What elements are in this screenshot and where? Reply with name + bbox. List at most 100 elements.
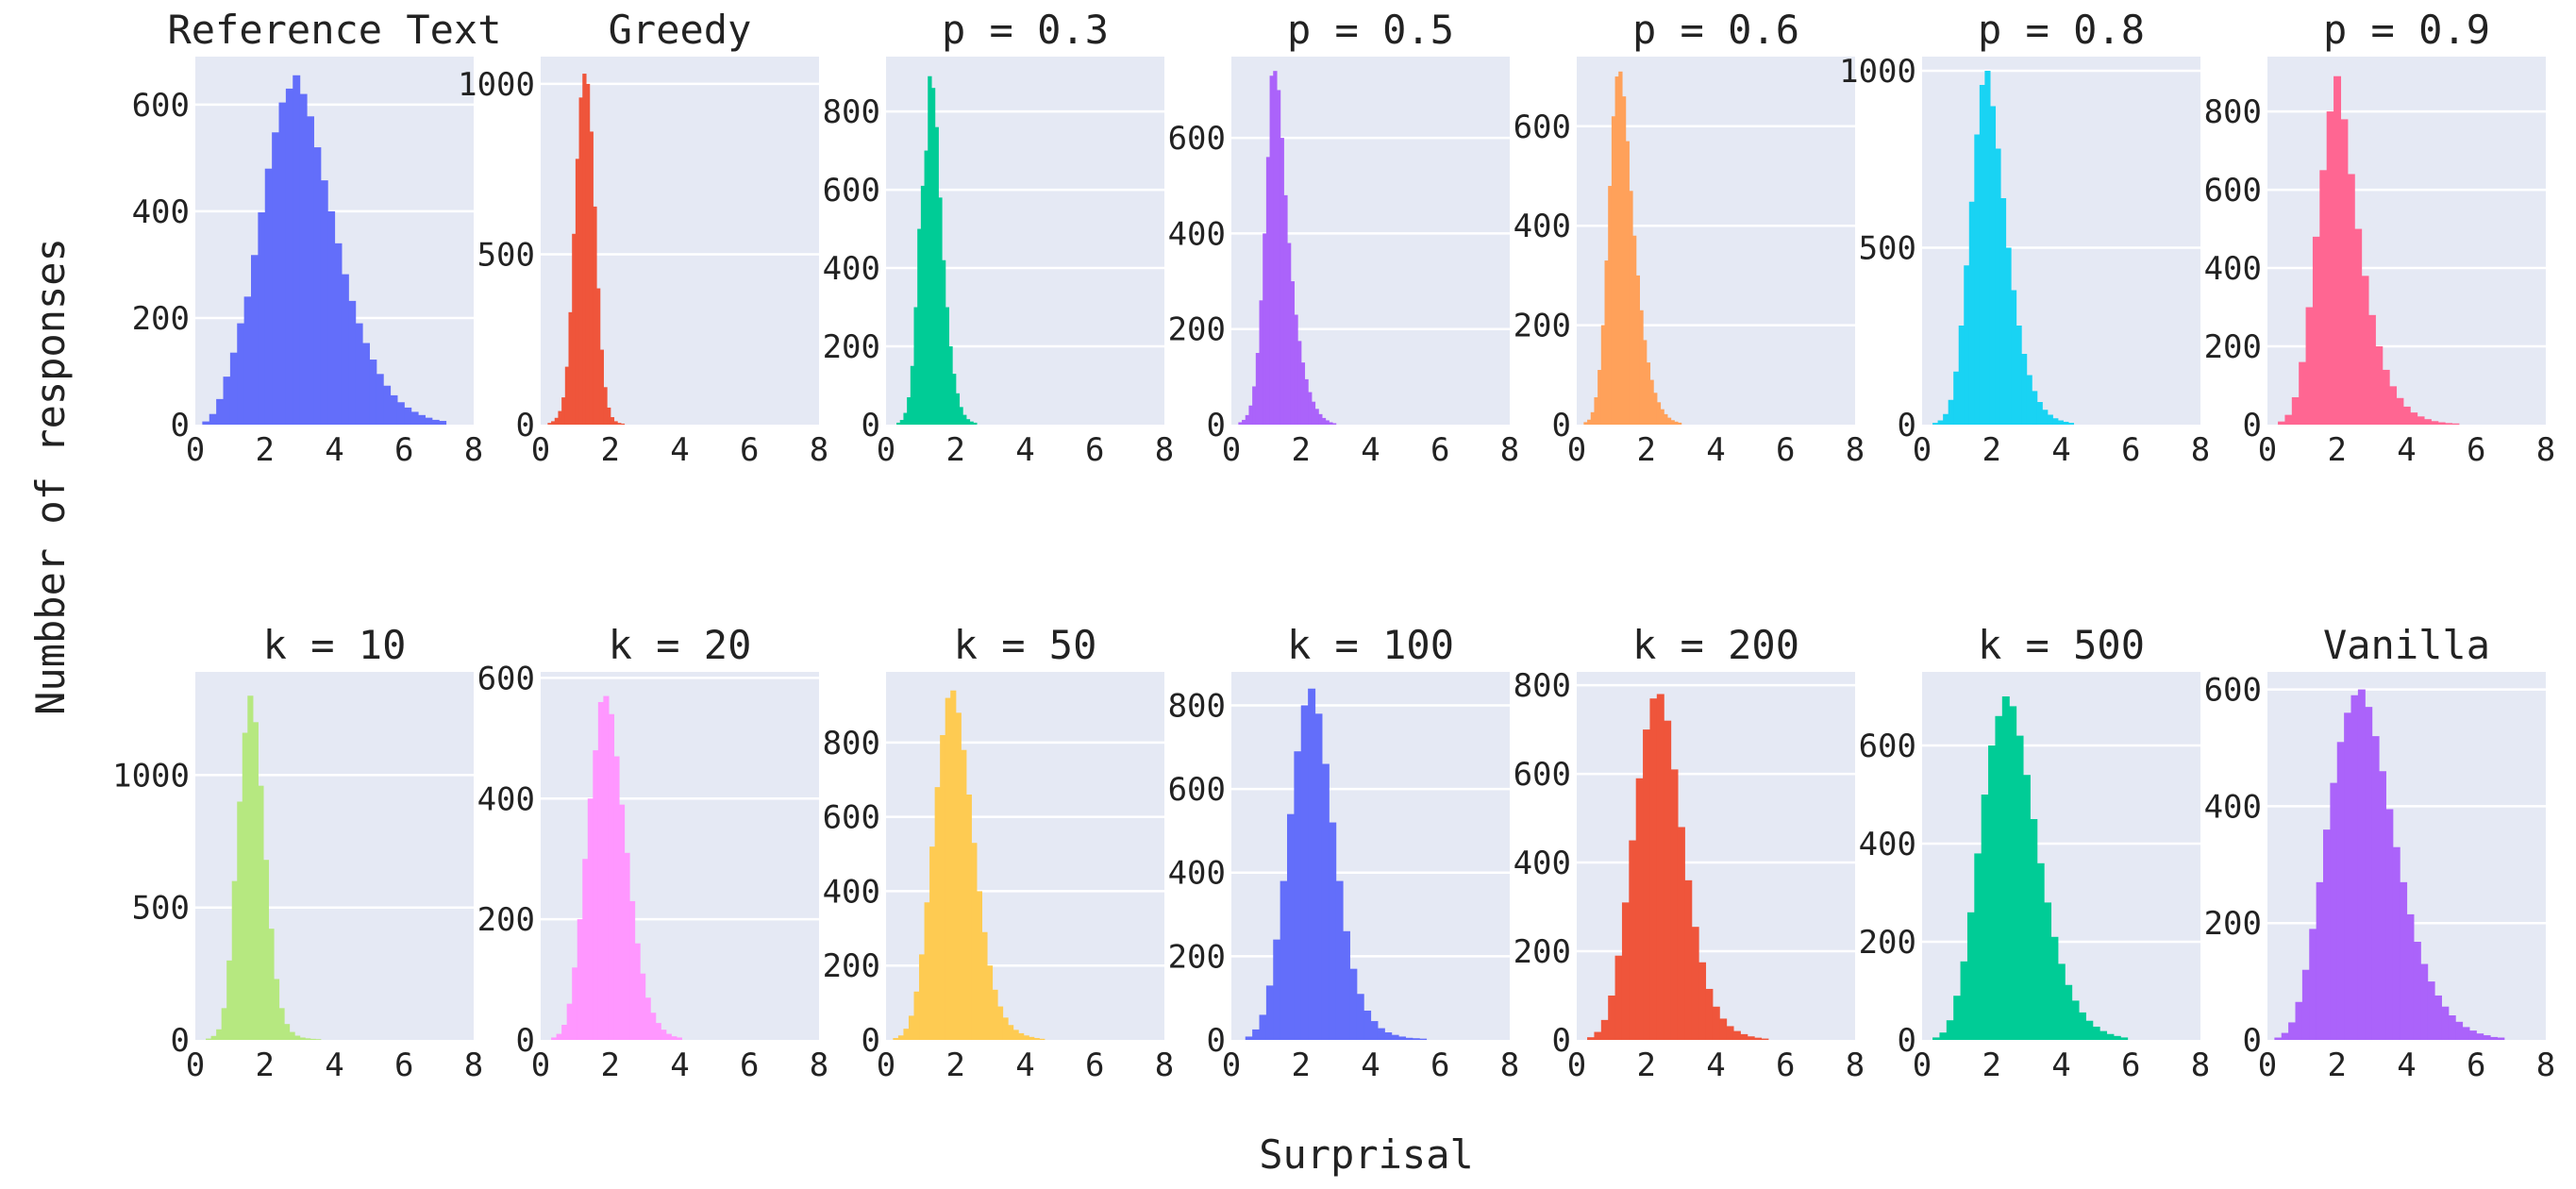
y-tick-label: 600 [1168, 771, 1226, 809]
histogram-bar [1621, 902, 1630, 1040]
histogram-bar [2032, 391, 2038, 426]
y-tick-label: 600 [823, 799, 880, 837]
x-tick-label: 2 [601, 431, 620, 469]
x-tick-label: 2 [1982, 1047, 2001, 1084]
y-tick-label: 0 [516, 407, 535, 444]
histogram-bar [2330, 782, 2338, 1040]
histogram-bar [334, 243, 343, 425]
x-tick-label: 6 [2121, 431, 2140, 469]
histogram-bar [617, 423, 622, 425]
histogram-bar [1363, 1010, 1372, 1040]
histogram-bar [1946, 1020, 1954, 1040]
x-tick-label: 8 [2191, 431, 2210, 469]
x-tick-label: 4 [2051, 431, 2070, 469]
x-tick-label: 4 [1361, 431, 1380, 469]
histogram-bar [603, 695, 610, 1040]
histogram-bar [2344, 712, 2352, 1040]
histogram-bar [556, 1033, 562, 1040]
histogram-bar [1646, 362, 1651, 425]
histogram-bar [976, 891, 983, 1040]
histogram-bar [644, 997, 651, 1040]
histogram-bar [2323, 829, 2331, 1040]
y-tick-label: 400 [1168, 855, 1226, 893]
histogram-bar [425, 417, 433, 425]
panel-title: p = 0.6 [1632, 7, 1799, 53]
histogram-bar [247, 695, 254, 1040]
histogram-bar [2299, 361, 2307, 425]
histogram-bar [278, 1008, 285, 1040]
histogram-bar [1974, 853, 1982, 1040]
x-tick-label: 6 [1776, 1047, 1795, 1084]
histogram-bar [950, 690, 957, 1040]
histogram-bar [587, 798, 594, 1040]
histogram-bar [2406, 913, 2415, 1040]
histogram-bar [396, 402, 405, 425]
histogram-bar [1419, 1038, 1428, 1040]
histogram-bar [955, 712, 962, 1040]
x-tick-label: 8 [1846, 1047, 1865, 1084]
histogram-bar [578, 97, 583, 425]
histogram-bar [2057, 420, 2064, 425]
histogram-bar [2396, 397, 2404, 425]
histogram-bar [2357, 689, 2366, 1040]
histogram-bar [1653, 393, 1658, 425]
histogram-panel-7: 0 200 400 600 800 0 2 4 6 8 p = 0.9 [2204, 7, 2556, 469]
histogram-bar [2021, 354, 2028, 425]
histogram-bar [2402, 406, 2411, 425]
histogram-bar [969, 421, 974, 425]
histogram-panel-2: 0 500 1000 0 2 4 6 8 Greedy [458, 7, 828, 469]
x-tick-label: 0 [186, 431, 205, 469]
histogram-bar [2375, 346, 2384, 425]
histogram-bar [2434, 995, 2442, 1040]
histogram-panel-5: 0 200 400 600 0 2 4 6 8 p = 0.6 [1514, 7, 1865, 469]
histogram-bar [2385, 809, 2394, 1040]
y-tick-label: 800 [823, 725, 880, 762]
histogram-bar [671, 1036, 677, 1040]
histogram-bar [1621, 96, 1627, 425]
histogram-bar [410, 411, 419, 425]
histogram-bar [1953, 371, 1960, 425]
histogram-bar [1300, 362, 1306, 425]
x-tick-label: 0 [1913, 431, 1932, 469]
histogram-bar [2316, 881, 2324, 1040]
histogram-bar [2400, 881, 2408, 1040]
histogram-bar [264, 168, 273, 425]
histogram-bar [2050, 936, 2059, 1040]
histogram-panel-4: 0 200 400 600 0 2 4 6 8 p = 0.5 [1168, 7, 1520, 469]
histogram-bar [1664, 413, 1668, 425]
y-tick-label: 600 [823, 172, 880, 209]
histogram-bar [1331, 423, 1337, 425]
y-tick-label: 800 [823, 93, 880, 131]
histogram-bar [1666, 417, 1672, 425]
histogram-bar [1597, 370, 1602, 425]
histogram-bar [2092, 1026, 2100, 1040]
x-tick-label: 0 [2258, 431, 2277, 469]
x-tick-label: 4 [325, 1047, 343, 1084]
histogram-bar [1649, 379, 1654, 425]
histogram-bar [2016, 326, 2022, 425]
histogram-bar [928, 75, 932, 426]
y-tick-label: 0 [1552, 407, 1571, 444]
histogram-panel-11: 0 200 400 600 800 0 2 4 6 8 k = 100 [1168, 622, 1520, 1084]
histogram-bar [2336, 742, 2345, 1040]
histogram-bar [216, 398, 225, 425]
histogram-bar [1629, 191, 1633, 425]
histogram-bar [572, 233, 577, 425]
y-tick-label: 200 [1168, 938, 1226, 976]
histogram-bar [897, 1035, 905, 1040]
y-tick-label: 0 [171, 407, 190, 444]
histogram-bar [1008, 1025, 1014, 1040]
histogram-bar [216, 1029, 223, 1040]
histogram-bar [229, 352, 238, 425]
histogram-bar [2483, 1035, 2491, 1040]
y-tick-label: 200 [2204, 905, 2262, 943]
histogram-bar [327, 210, 336, 425]
histogram-bar [285, 88, 293, 425]
histogram-bar [2312, 236, 2320, 425]
histogram-bar [973, 422, 978, 425]
histogram-bar [2354, 228, 2363, 425]
x-tick-label: 4 [2397, 431, 2416, 469]
histogram-bar [1412, 1038, 1420, 1040]
y-tick-label: 400 [823, 250, 880, 288]
